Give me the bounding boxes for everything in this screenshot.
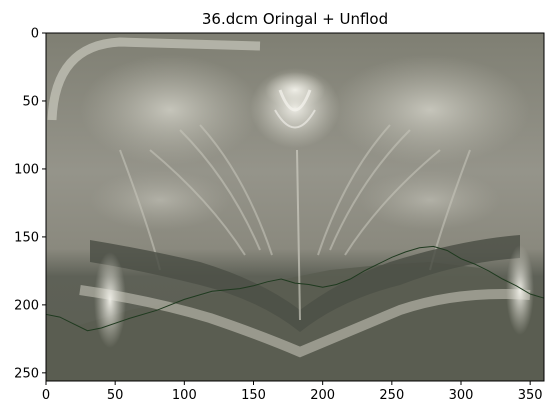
axes-frame [45,32,545,382]
x-axis: 0 50 100 150 200 250 300 350 [42,381,543,403]
y-tick-label: 200 [14,298,39,313]
x-tick-label: 150 [241,388,266,403]
x-tick-label: 200 [310,388,335,403]
x-tick-label: 350 [518,388,543,403]
upper-left-arc [47,37,261,121]
dark-band [90,235,520,332]
y-tick-label: 100 [14,162,39,177]
y-tick-label: 50 [22,94,39,109]
overlay-curve [46,245,544,332]
figure-title: 36.dcm Oringal + Unflod [202,10,388,28]
x-tick-label: 0 [42,388,50,403]
mri-image [46,33,544,381]
x-tick-label: 250 [379,388,404,403]
x-tick-label: 100 [172,388,197,403]
y-tick-label: 150 [14,230,39,245]
x-tick-label: 50 [107,388,124,403]
y-tick-label: 250 [14,366,39,381]
x-tick-label: 300 [449,388,474,403]
y-axis: 0 50 100 150 200 250 [14,27,46,381]
y-tick-label: 0 [31,27,39,42]
